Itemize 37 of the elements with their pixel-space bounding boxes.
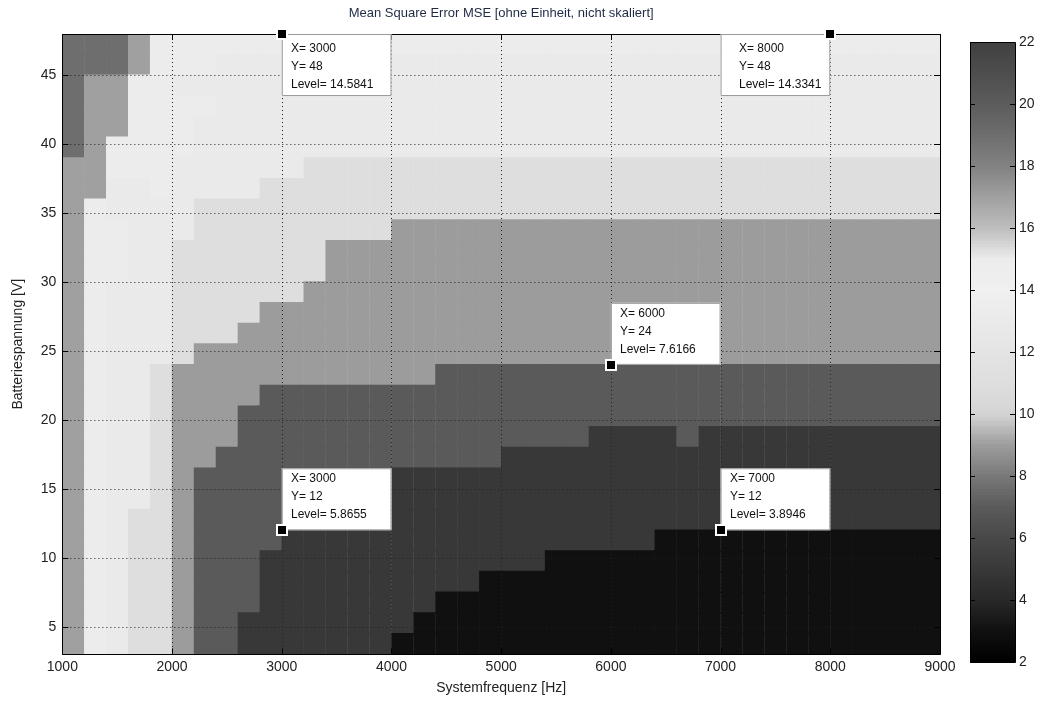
y-tick-label: 10	[40, 548, 57, 565]
color-bar-label: 18	[1019, 157, 1035, 174]
color-bar-label: 4	[1019, 591, 1027, 608]
chart-title: Mean Square Error MSE [ohne Einheit, nicht skaliert]	[348, 4, 654, 20]
y-tick-label: 25	[40, 341, 57, 358]
y-tick-label: 5	[48, 617, 57, 634]
annotation: X= 7000 Y= 12 Level= 3.8946	[730, 471, 807, 522]
y-tick-label: 20	[40, 410, 57, 427]
color-bar-label: 10	[1019, 405, 1035, 422]
y-tick-label: 30	[40, 273, 57, 290]
y-axis-title: Batteriespannung [V]	[9, 278, 26, 410]
y-tick-label: 35	[40, 204, 57, 221]
color-bar-label: 22	[1019, 33, 1035, 50]
color-bar-label: 12	[1019, 343, 1035, 360]
x-tick-label: 6000	[595, 657, 627, 674]
x-tick-label: 1000	[46, 657, 79, 674]
x-tick-label: 9000	[924, 657, 956, 674]
y-tick-label: 15	[40, 479, 57, 496]
annotation: X= 6000 Y= 24 Level= 7.6166	[620, 306, 697, 357]
x-axis-title: Systemfrequenz [Hz]	[436, 679, 567, 696]
annotation: X= 3000 Y= 12 Level= 5.8655	[291, 471, 368, 522]
y-tick-label: 45	[40, 66, 57, 83]
x-tick-label: 7000	[705, 657, 737, 674]
color-bar-label: 2	[1019, 653, 1027, 670]
color-bar-label: 14	[1019, 281, 1035, 298]
annotation: X= 3000 Y= 48 Level= 14.5841	[291, 41, 374, 92]
y-tick-label: 40	[40, 135, 57, 152]
x-tick-label: 5000	[485, 657, 517, 674]
x-tick-label: 2000	[156, 657, 188, 674]
x-tick-label: 8000	[814, 657, 847, 674]
color-bar-label: 8	[1019, 467, 1027, 484]
x-tick-label: 3000	[266, 657, 298, 674]
annotation: X= 8000 Y= 48 Level= 14.3341	[739, 41, 822, 92]
x-tick-label: 4000	[375, 657, 408, 674]
color-bar-label: 16	[1019, 219, 1035, 236]
color-bar-label: 20	[1019, 95, 1035, 112]
color-bar-label: 6	[1019, 529, 1027, 546]
